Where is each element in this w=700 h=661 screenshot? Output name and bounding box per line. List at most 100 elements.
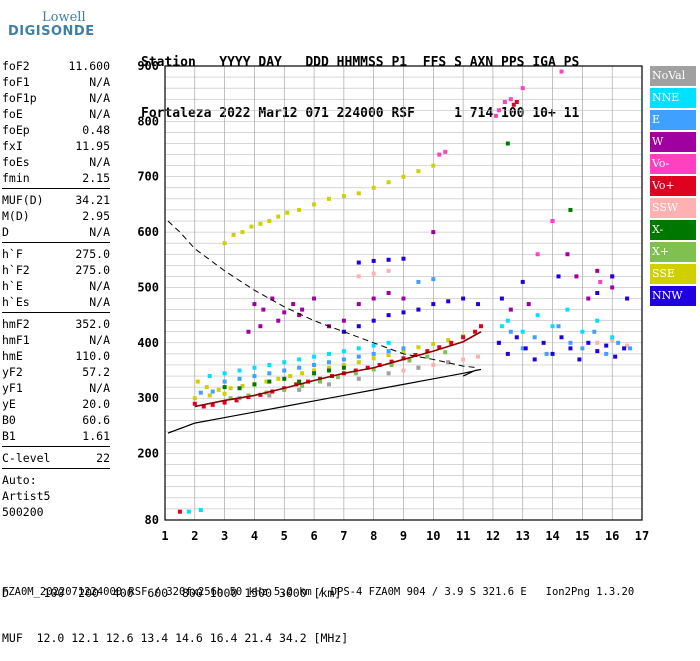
muf-dashed-curve — [167, 220, 479, 369]
data-point-nne — [580, 329, 585, 334]
data-point-e — [628, 346, 633, 351]
data-point-x- — [326, 368, 331, 373]
param-value: N/A — [89, 155, 110, 169]
param-name: yE — [2, 397, 16, 411]
data-point-nnw — [356, 260, 361, 265]
param-row: hmE 110.0 — [2, 348, 110, 364]
data-point-sse — [267, 219, 272, 224]
data-point-noval — [416, 365, 421, 370]
data-point-x- — [443, 350, 448, 355]
data-point-ssw — [401, 368, 406, 373]
data-point-x- — [425, 354, 430, 359]
data-point-sse — [207, 393, 212, 398]
param-name: fxI — [2, 139, 23, 153]
data-point-sse — [264, 379, 269, 384]
profile-curve — [194, 331, 482, 408]
param-row: foF2 11.600 — [2, 58, 110, 74]
data-point-vo- — [520, 86, 525, 91]
data-point-ssw — [431, 362, 436, 367]
data-point-w — [297, 313, 302, 318]
data-point-e — [312, 362, 317, 367]
data-point-nnw — [496, 340, 501, 345]
data-point-sse — [401, 349, 406, 354]
data-point-w — [526, 302, 531, 307]
data-point-ssw — [610, 338, 615, 343]
data-point-x- — [389, 362, 394, 367]
data-point-nnw — [523, 346, 528, 351]
data-point-e — [386, 349, 391, 354]
data-point-sse — [297, 207, 302, 212]
data-point-nne — [341, 349, 346, 354]
logo-digisonde: DIGISONDE — [8, 24, 95, 39]
data-point-ssw — [625, 343, 630, 348]
data-point-w — [252, 302, 257, 307]
data-point-sse — [192, 396, 197, 401]
y-tick-label: 600 — [137, 225, 159, 239]
data-point-e — [580, 346, 585, 351]
data-point-vo- — [437, 152, 442, 157]
param-row: 500200 — [2, 504, 110, 520]
data-point-x- — [237, 386, 242, 391]
legend-item: E — [650, 110, 696, 130]
data-point-sse — [231, 232, 236, 237]
data-point-sse — [371, 185, 376, 190]
data-point-sse — [416, 169, 421, 174]
data-point-sse — [276, 376, 281, 381]
param-row: hmF1 N/A — [2, 332, 110, 348]
data-point-nne — [595, 318, 600, 323]
legend-item: NNE — [650, 88, 696, 108]
y-tick-label: 400 — [137, 336, 159, 350]
data-point-nnw — [595, 349, 600, 354]
param-row: h`F2 275.0 — [2, 262, 110, 278]
data-point-x- — [312, 371, 317, 376]
y-tick-label: 700 — [137, 170, 159, 184]
data-point-e — [616, 340, 621, 345]
data-point-nnw — [386, 313, 391, 318]
data-point-vo- — [479, 324, 484, 329]
data-point-sse — [431, 341, 436, 346]
data-point-x- — [267, 379, 272, 384]
param-name: D — [2, 225, 9, 239]
param-value: N/A — [89, 295, 110, 309]
data-point-sse — [341, 194, 346, 199]
data-point-nnw — [568, 346, 573, 351]
x-tick-label: 7 — [340, 529, 347, 543]
data-point-nne — [186, 509, 191, 514]
data-point-sse — [431, 163, 436, 168]
param-row: Artist5 — [2, 488, 110, 504]
data-point-e — [508, 329, 513, 334]
parameter-panel: foF2 11.600 foF1 N/A foF1p N/A foE N/A foEp 0.48 f… — [2, 58, 110, 520]
param-name: 500200 — [2, 505, 44, 519]
data-point-e — [198, 390, 203, 395]
legend-item: Vo- — [650, 154, 696, 174]
data-point-e — [568, 340, 573, 345]
data-point-vo- — [535, 252, 540, 257]
data-point-e — [556, 324, 561, 329]
y-tick-label: 800 — [137, 114, 159, 128]
param-divider — [2, 188, 110, 189]
x-tick-label: 6 — [310, 529, 317, 543]
param-name: hmF1 — [2, 333, 30, 347]
data-point-noval — [326, 382, 331, 387]
data-point-w — [246, 329, 251, 334]
data-point-sse — [222, 391, 227, 396]
x-tick-label: 12 — [486, 529, 500, 543]
data-point-vo- — [514, 99, 519, 104]
x-tick-label: 17 — [635, 529, 649, 543]
param-name: h`Es — [2, 295, 30, 309]
x-tick-label: 2 — [191, 529, 198, 543]
data-point-nnw — [532, 357, 537, 362]
data-point-e — [252, 374, 257, 379]
x-tick-label: 16 — [605, 529, 619, 543]
data-point-sse — [326, 196, 331, 201]
y-tick-label: 200 — [137, 447, 159, 461]
data-point-e — [222, 379, 227, 384]
data-point-x- — [341, 365, 346, 370]
muf-row: MUF 12.0 12.1 12.6 13.4 14.6 16.4 21.4 3… — [2, 631, 349, 645]
param-name: yF1 — [2, 381, 23, 395]
data-point-vo- — [437, 345, 442, 350]
param-row: foE N/A — [2, 106, 110, 122]
plot-frame — [164, 65, 643, 521]
y-tick-label: 80 — [145, 513, 159, 527]
data-point-ssw — [356, 274, 361, 279]
